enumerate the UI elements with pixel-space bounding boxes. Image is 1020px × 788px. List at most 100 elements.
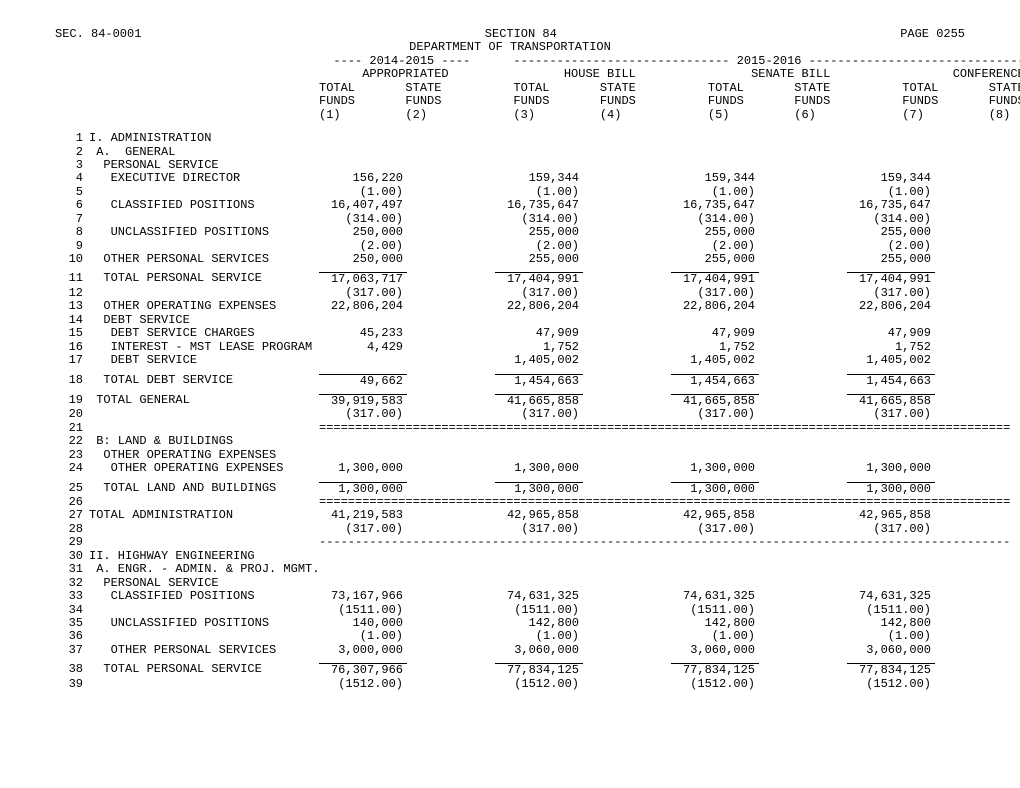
value-cell xyxy=(407,199,495,212)
report-row: 6 CLASSIFIED POSITIONS16,407,49716,735,6… xyxy=(55,199,965,212)
value-cell xyxy=(407,341,495,354)
value-cell: 4,429 xyxy=(319,341,407,354)
value-cell xyxy=(583,374,671,388)
value-cell: (314.00) xyxy=(847,213,935,226)
report-row: 25 TOTAL LAND AND BUILDINGS1,300,0001,30… xyxy=(55,482,965,496)
value-cell: 22,806,204 xyxy=(319,300,407,313)
value-cell xyxy=(759,604,847,617)
value-cell: (2.00) xyxy=(847,240,935,253)
row-label: OTHER PERSONAL SERVICES xyxy=(89,253,319,266)
value-cell: 255,000 xyxy=(847,253,935,266)
line-number: 25 xyxy=(55,482,89,495)
value-cell xyxy=(583,172,671,185)
line-number: 6 xyxy=(55,199,89,212)
value-cell xyxy=(935,590,1020,603)
value-cell xyxy=(935,327,1020,340)
row-label: OTHER OPERATING EXPENSES xyxy=(89,300,319,313)
value-cell xyxy=(407,287,495,300)
col-head-3: (1) (2) (3) (4) (5) (6) (7) (8) xyxy=(55,109,965,122)
report-row: 13 OTHER OPERATING EXPENSES22,806,20422,… xyxy=(55,300,965,313)
value-cell xyxy=(935,509,1020,522)
double-rule: ========================================… xyxy=(319,422,1010,435)
value-cell: (1.00) xyxy=(495,630,583,643)
line-number: 36 xyxy=(55,630,89,643)
value-cell: 140,000 xyxy=(319,617,407,630)
value-cell: 77,834,125 xyxy=(671,663,759,677)
value-cell xyxy=(407,354,495,367)
value-cell xyxy=(935,341,1020,354)
value-cell: 1,300,000 xyxy=(495,462,583,475)
value-cell: (314.00) xyxy=(671,213,759,226)
value-cell xyxy=(583,462,671,475)
value-cell: (317.00) xyxy=(319,287,407,300)
line-number: 24 xyxy=(55,462,89,475)
value-cell: (1511.00) xyxy=(847,604,935,617)
value-cell xyxy=(759,663,847,677)
value-cell: 1,454,663 xyxy=(671,374,759,388)
value-cell: 1,300,000 xyxy=(847,462,935,475)
row-label: UNCLASSIFIED POSITIONS xyxy=(89,226,319,239)
value-cell: (317.00) xyxy=(847,408,935,421)
value-cell xyxy=(759,272,847,286)
line-number: 22 xyxy=(55,435,89,448)
report-row: 9(2.00)(2.00)(2.00)(2.00) xyxy=(55,240,965,253)
value-cell: 42,965,858 xyxy=(671,509,759,522)
value-cell: 22,806,204 xyxy=(671,300,759,313)
row-label: OTHER OPERATING EXPENSES xyxy=(89,462,319,475)
year-dashes: ---- 2014-2015 ---- --------------------… xyxy=(55,55,965,68)
value-cell: (1.00) xyxy=(671,186,759,199)
value-cell xyxy=(407,408,495,421)
report-row: 19 TOTAL GENERAL39,919,58341,665,85841,6… xyxy=(55,394,965,408)
row-label: TOTAL ADMINISTRATION xyxy=(89,509,319,522)
page-number: PAGE 0255 xyxy=(900,28,965,41)
report-row: 16 INTEREST - MST LEASE PROGRAM4,4291,75… xyxy=(55,341,965,354)
value-cell xyxy=(759,374,847,388)
line-number: 9 xyxy=(55,240,89,253)
value-cell: (1.00) xyxy=(495,186,583,199)
value-cell: 47,909 xyxy=(671,327,759,340)
value-cell xyxy=(583,408,671,421)
line-number: 11 xyxy=(55,272,89,285)
line-number: 4 xyxy=(55,172,89,185)
value-cell xyxy=(759,509,847,522)
value-cell xyxy=(935,678,1020,691)
value-cell xyxy=(583,482,671,496)
value-cell xyxy=(583,287,671,300)
value-cell xyxy=(759,644,847,657)
value-cell: (317.00) xyxy=(671,287,759,300)
sec-label: SEC. 84-0001 xyxy=(55,28,141,41)
value-cell xyxy=(935,186,1020,199)
value-cell: (1512.00) xyxy=(847,678,935,691)
value-cell: (1512.00) xyxy=(495,678,583,691)
value-cell xyxy=(759,617,847,630)
value-cell xyxy=(759,394,847,408)
line-number: 33 xyxy=(55,590,89,603)
value-cell: (314.00) xyxy=(319,213,407,226)
value-cell xyxy=(583,341,671,354)
value-cell xyxy=(407,374,495,388)
report-row: 21======================================… xyxy=(55,422,965,435)
value-cell: 1,300,000 xyxy=(671,482,759,496)
value-cell: (1511.00) xyxy=(495,604,583,617)
row-label: TOTAL PERSONAL SERVICE xyxy=(89,272,319,285)
value-cell: (314.00) xyxy=(495,213,583,226)
report-row: 26======================================… xyxy=(55,496,965,509)
value-cell xyxy=(935,630,1020,643)
row-label: UNCLASSIFIED POSITIONS xyxy=(89,617,319,630)
value-cell xyxy=(935,644,1020,657)
value-cell: 255,000 xyxy=(495,253,583,266)
line-number: 19 xyxy=(55,394,89,407)
row-label: PERSONAL SERVICE xyxy=(89,577,319,590)
value-cell: 41,665,858 xyxy=(671,394,759,408)
row-label: DEBT SERVICE xyxy=(89,354,319,367)
section-title: SECTION 84 xyxy=(485,28,557,41)
value-cell: 22,806,204 xyxy=(847,300,935,313)
value-cell xyxy=(759,327,847,340)
value-cell: 42,965,858 xyxy=(847,509,935,522)
report-row: 10 OTHER PERSONAL SERVICES250,000255,000… xyxy=(55,253,965,266)
line-number: 3 xyxy=(55,159,89,172)
value-cell: 1,405,002 xyxy=(671,354,759,367)
value-cell: (1.00) xyxy=(847,630,935,643)
value-cell: 22,806,204 xyxy=(495,300,583,313)
value-cell: 1,300,000 xyxy=(319,482,407,496)
